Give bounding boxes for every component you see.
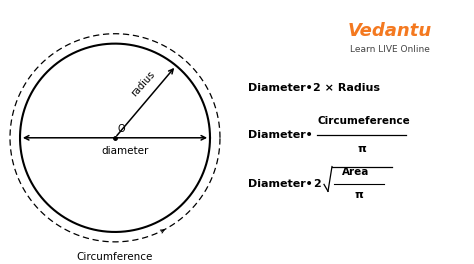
Text: O: O bbox=[118, 124, 126, 134]
Text: diameter: diameter bbox=[101, 146, 149, 156]
Text: radius: radius bbox=[129, 69, 156, 98]
Text: •: • bbox=[305, 128, 313, 142]
Text: 2 × Radius: 2 × Radius bbox=[313, 83, 380, 93]
Text: •: • bbox=[305, 177, 313, 191]
Text: Circumference: Circumference bbox=[77, 252, 153, 262]
Text: •: • bbox=[305, 81, 313, 95]
Text: Diameter: Diameter bbox=[248, 179, 306, 189]
Text: Area: Area bbox=[342, 167, 370, 177]
Text: Circumeference: Circumeference bbox=[318, 116, 411, 126]
Text: 2: 2 bbox=[313, 179, 321, 189]
Text: Vedantu: Vedantu bbox=[348, 22, 432, 40]
Text: Diameter: Diameter bbox=[248, 130, 306, 140]
Text: Diameter: Diameter bbox=[248, 83, 306, 93]
Text: Learn LIVE Online: Learn LIVE Online bbox=[350, 45, 430, 54]
Text: π: π bbox=[357, 144, 366, 154]
Text: π: π bbox=[355, 190, 364, 200]
